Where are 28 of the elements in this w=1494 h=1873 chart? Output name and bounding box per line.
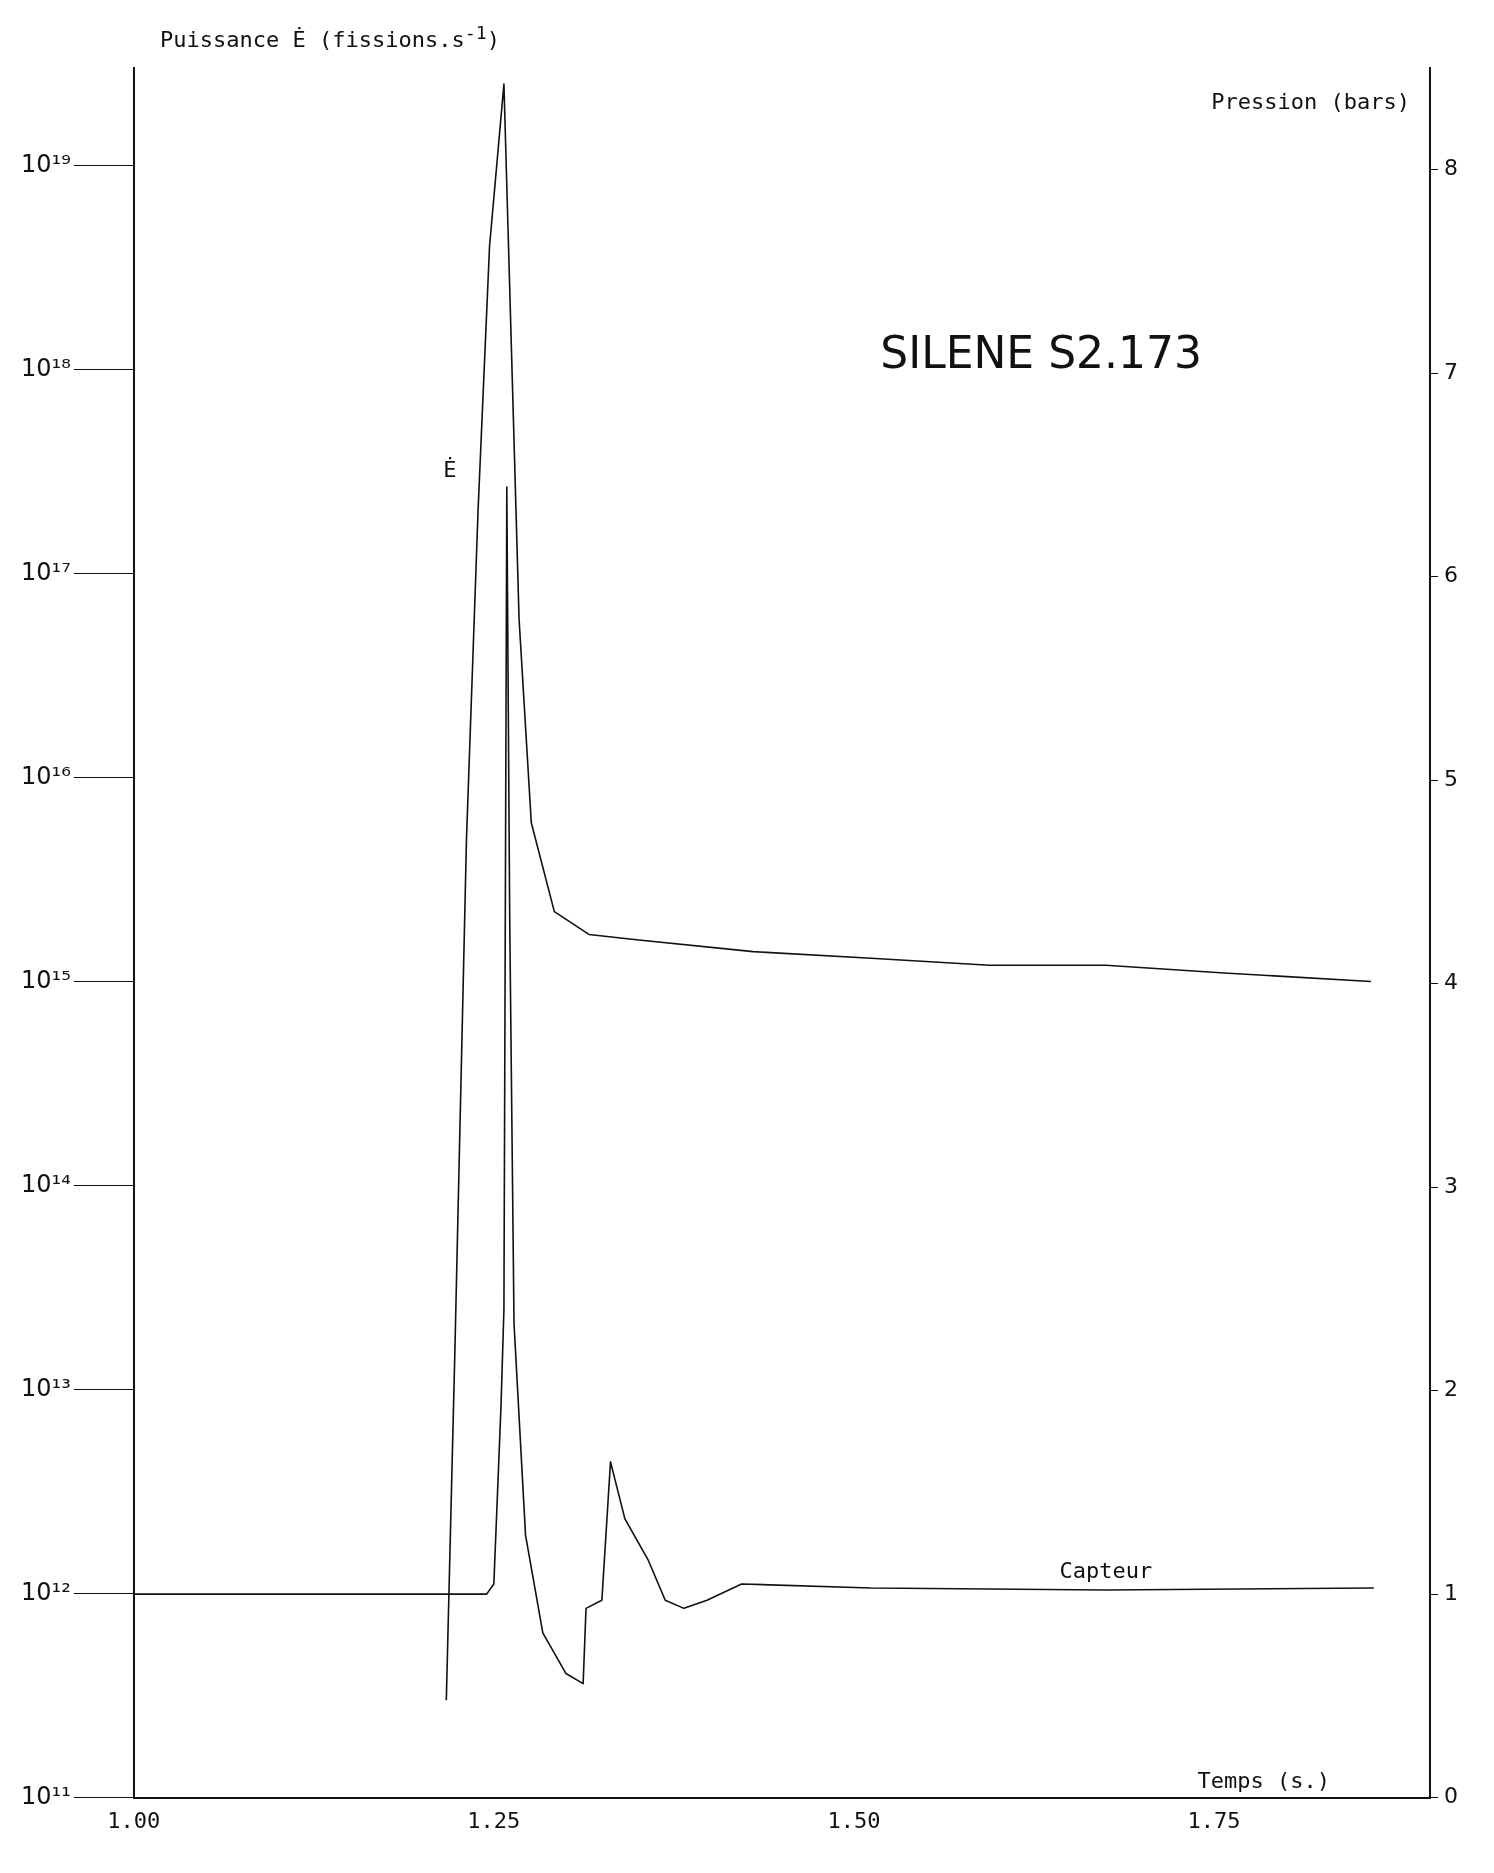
- x-axis-title: Temps (s.): [1197, 1767, 1331, 1793]
- text: SILENE S2.173: [880, 327, 1203, 378]
- y-tick-label: 10¹⁶: [21, 761, 71, 790]
- y2-tick-label: 5: [1444, 765, 1459, 791]
- y2-axis-title: Pression (bars): [1211, 88, 1411, 114]
- x-tick-label: 1.50: [827, 1807, 881, 1833]
- y-tick-label: 10¹⁵: [21, 965, 71, 994]
- y2-tick-label: 0: [1444, 1783, 1459, 1809]
- y-tick-label: 10¹¹: [21, 1781, 71, 1810]
- y-tick-label: 10¹⁷: [21, 557, 71, 586]
- y-tick-label: 10¹⁴: [21, 1169, 71, 1198]
- y-tick-label: 10¹⁹: [21, 149, 71, 178]
- series-label: Capteur: [1059, 1558, 1153, 1584]
- y2-tick-label: 2: [1444, 1376, 1459, 1402]
- y-tick-label: 10¹³: [21, 1373, 71, 1402]
- y2-tick-label: 3: [1444, 1172, 1459, 1198]
- y2-tick-label: 7: [1444, 358, 1459, 384]
- x-tick-label: 1.25: [467, 1807, 521, 1833]
- x-tick-label: 1.75: [1187, 1807, 1241, 1833]
- x-tick-label: 1.00: [107, 1807, 161, 1833]
- y-axis-title: Puissance Ė (fissions.s$^{-1}$): [160, 22, 500, 53]
- y-tick-label: 10¹⁸: [21, 353, 71, 382]
- y2-tick-label: 4: [1444, 969, 1459, 995]
- y2-tick-label: 8: [1444, 155, 1459, 181]
- y-tick-label: 10¹²: [21, 1577, 71, 1606]
- series-label: Ė: [443, 456, 457, 482]
- y2-tick-label: 1: [1444, 1579, 1459, 1605]
- y2-tick-label: 6: [1444, 562, 1459, 588]
